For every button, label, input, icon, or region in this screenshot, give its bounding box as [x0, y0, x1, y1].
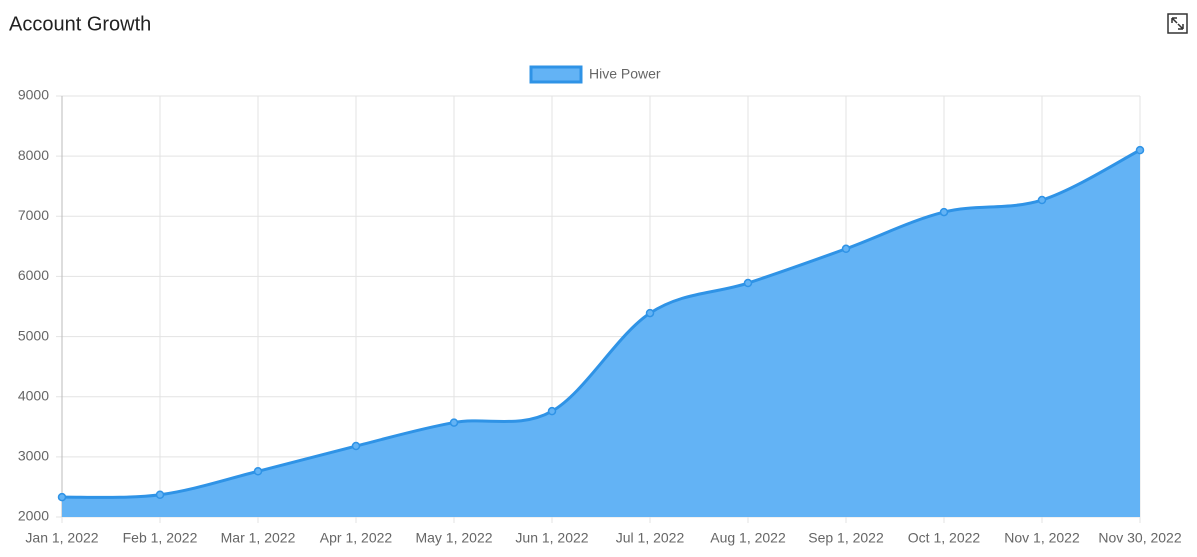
x-tick-label: Nov 30, 2022 — [1098, 530, 1181, 546]
y-tick-label: 7000 — [18, 207, 49, 223]
y-tick-label: 9000 — [18, 87, 49, 103]
y-tick-label: 3000 — [18, 448, 49, 464]
x-tick-label: Sep 1, 2022 — [808, 530, 884, 546]
x-tick-label: Oct 1, 2022 — [908, 530, 981, 546]
x-tick-label: Jul 1, 2022 — [616, 530, 685, 546]
x-tick-label: Aug 1, 2022 — [710, 530, 786, 546]
point — [155, 490, 165, 499]
point — [1135, 145, 1145, 155]
y-tick-label: 6000 — [18, 267, 49, 283]
point — [449, 418, 459, 427]
x-tick-label: Jan 1, 2022 — [25, 530, 98, 546]
point — [1037, 195, 1047, 205]
point — [841, 244, 851, 254]
expand-button[interactable] — [1167, 13, 1188, 34]
y-tick-label: 4000 — [18, 387, 49, 403]
area-fill — [62, 150, 1140, 517]
y-tick-label: 8000 — [18, 147, 49, 163]
x-tick-label: Apr 1, 2022 — [320, 530, 393, 546]
x-tick-label: Nov 1, 2022 — [1004, 530, 1080, 546]
point — [351, 441, 361, 451]
x-tick-label: Mar 1, 2022 — [221, 530, 296, 546]
point — [645, 308, 655, 318]
y-tick-label: 2000 — [18, 508, 49, 524]
chart-title: Account Growth — [9, 13, 151, 35]
point — [743, 278, 753, 288]
legend-label: Hive Power — [589, 66, 661, 82]
y-tick-label: 5000 — [18, 327, 49, 343]
x-tick-label: May 1, 2022 — [415, 530, 492, 546]
point — [253, 467, 263, 476]
x-tick-label: Jun 1, 2022 — [515, 530, 588, 546]
point — [939, 207, 949, 217]
legend-swatch — [529, 65, 583, 84]
point — [57, 492, 67, 502]
x-tick-label: Feb 1, 2022 — [123, 530, 198, 546]
point — [547, 406, 557, 416]
